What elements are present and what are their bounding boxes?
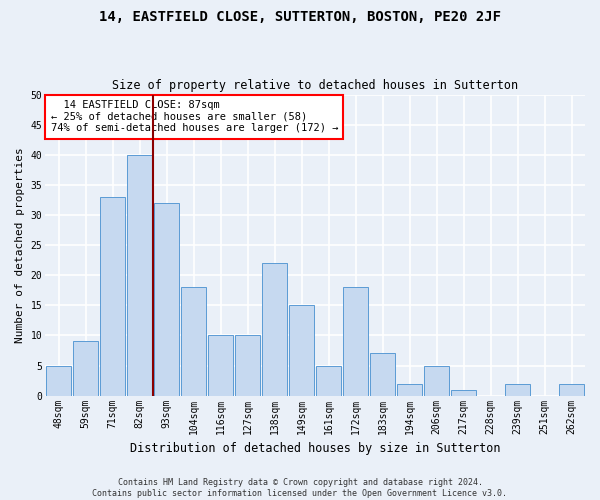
Bar: [46, 366, 71, 396]
Bar: [100, 197, 125, 396]
Bar: [181, 287, 206, 396]
Bar: [73, 342, 98, 396]
Text: 14, EASTFIELD CLOSE, SUTTERTON, BOSTON, PE20 2JF: 14, EASTFIELD CLOSE, SUTTERTON, BOSTON, …: [99, 10, 501, 24]
Bar: [451, 390, 476, 396]
Bar: [154, 203, 179, 396]
Bar: [208, 336, 233, 396]
Text: 14 EASTFIELD CLOSE: 87sqm  
← 25% of detached houses are smaller (58)
74% of sem: 14 EASTFIELD CLOSE: 87sqm ← 25% of detac…: [50, 100, 338, 134]
Y-axis label: Number of detached properties: Number of detached properties: [15, 147, 25, 343]
Bar: [370, 354, 395, 396]
Bar: [424, 366, 449, 396]
Bar: [343, 287, 368, 396]
Bar: [316, 366, 341, 396]
Text: Contains HM Land Registry data © Crown copyright and database right 2024.
Contai: Contains HM Land Registry data © Crown c…: [92, 478, 508, 498]
Bar: [559, 384, 584, 396]
Bar: [262, 263, 287, 396]
Bar: [235, 336, 260, 396]
Bar: [505, 384, 530, 396]
Bar: [397, 384, 422, 396]
X-axis label: Distribution of detached houses by size in Sutterton: Distribution of detached houses by size …: [130, 442, 500, 455]
Bar: [289, 306, 314, 396]
Bar: [127, 155, 152, 396]
Title: Size of property relative to detached houses in Sutterton: Size of property relative to detached ho…: [112, 79, 518, 92]
